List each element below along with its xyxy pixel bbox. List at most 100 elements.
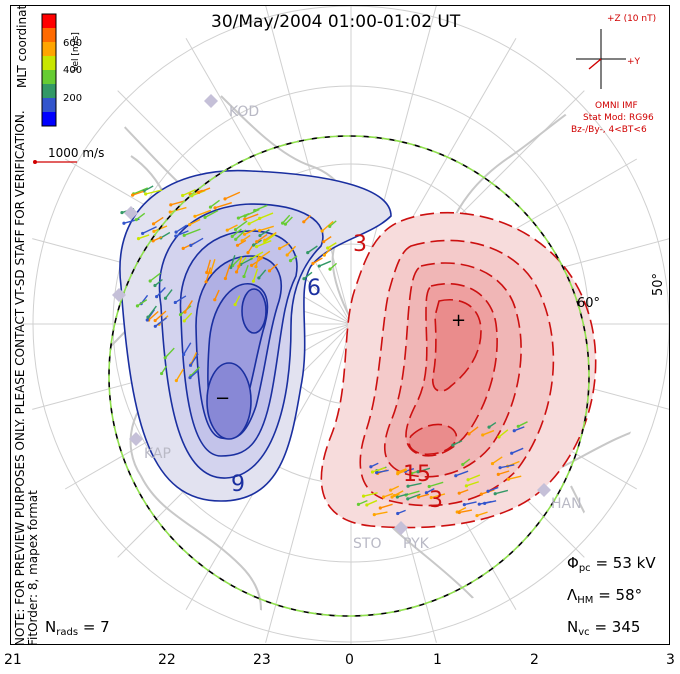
velocity-vector-origin [159,371,164,376]
velocity-vector [464,501,477,506]
velocity-vector [495,489,509,495]
velocity-vectors [120,185,528,518]
velocity-vector-origin [174,234,178,238]
imf-condition: Bz-/By-, 4<BT<6 [571,125,647,135]
velocity-vector-origin [477,502,481,506]
velocity-vector [269,263,279,272]
velocity-vector-origin [251,243,256,247]
velocity-vector-origin [365,503,369,507]
velocity-scale-label: 1000 m/s [48,146,105,160]
velocity-vector [255,255,260,267]
contour-label-neg-6: 6 [307,276,321,301]
velocity-vector [254,204,268,212]
velocity-vector [259,229,270,237]
velocity-vector [499,464,515,469]
velocity-vector [183,312,193,322]
radar-site-kap: KAP [144,446,171,462]
velocity-vector-origin [208,205,213,209]
velocity-vector [170,206,187,213]
velocity-vector-origin [322,253,326,257]
velocity-vector [286,245,297,256]
velocity-vector [459,509,473,514]
velocity-vector-origin [427,484,431,489]
velocity-vector [156,287,166,298]
velocity-vector-origin [497,435,501,439]
velocity-vector-origin [242,232,247,236]
velocity-vector [407,482,422,487]
velocity-vector-origin [389,488,393,492]
velocity-vector-origin [328,267,332,271]
color-bar-tick-600: 600 [63,38,83,49]
velocity-vector-origin [464,484,468,488]
contour-label-pos-15: 15 [403,462,431,487]
velocity-vector [240,257,253,266]
velocity-vector [248,216,264,225]
velocity-vector-origin [182,319,186,323]
velocity-vector [237,239,247,246]
velocity-vector-origin [246,251,250,255]
velocity-vector [431,493,446,499]
velocity-vector-origin [163,296,168,300]
velocity-vector-origin [243,214,247,218]
velocity-vector-origin [396,472,400,476]
velocity-vector [190,366,200,377]
velocity-vector-origin [189,243,193,247]
velocity-vector-origin [409,471,414,476]
velocity-vector [250,251,264,260]
velocity-vector-origin [153,324,157,328]
velocity-vector-origin [151,239,155,243]
velocity-vector [405,490,420,496]
stat-model: Stat Mod: RG96 [583,113,654,123]
velocity-vector-origin [283,222,288,226]
velocity-vector-origin [240,239,244,243]
color-bar-segment [42,70,56,84]
velocity-vector-origin [223,197,227,201]
velocity-vector [511,447,524,454]
velocity-vector-origin [230,234,234,239]
velocity-vector-origin [457,510,461,515]
velocity-vector-origin [306,251,310,255]
velocity-vector-origin [416,495,421,499]
hm-boundary-latitude: ΛHM = 58° [567,586,643,606]
velocity-vector [210,259,216,273]
velocity-vector-origin [370,470,375,474]
velocity-vector-origin [481,433,485,437]
velocity-vector-origin [152,229,156,233]
map-title: 30/May/2004 01:00-01:02 UT [211,12,461,32]
velocity-vector-origin [182,352,186,357]
contour-label-neg-9: 9 [231,472,245,497]
velocity-vector-origin [213,298,217,302]
velocity-vector-origin [257,276,261,280]
velocity-vector [147,305,157,318]
velocity-vector-origin [510,451,514,455]
velocity-vector-origin [209,271,213,275]
velocity-vector-origin [498,466,502,470]
color-bar-segment [42,56,56,70]
velocity-vector-origin [235,243,240,247]
velocity-vector [175,224,188,233]
velocity-vector-origin [479,492,483,496]
velocity-vector [418,493,430,498]
mlt-tick-23: 23 [253,652,271,668]
velocity-vector-origin [258,228,262,233]
velocity-vector [256,240,272,248]
velocity-vector-origin [141,231,145,236]
velocity-vector-origin [311,261,315,266]
velocity-vector [259,225,274,232]
velocity-vector-origin [406,497,410,501]
velocity-vector-origin [267,269,272,273]
velocity-vector [517,421,528,427]
velocity-vector-origin [390,495,394,499]
velocity-vector-origin [169,203,173,207]
radar-site-pyk: PYK [403,536,429,552]
velocity-vector [132,190,144,196]
velocity-vector-origin [451,443,455,447]
velocity-vector-origin [203,215,207,219]
velocity-vector [467,474,481,481]
velocity-vector-origin [454,474,458,478]
radar-site-markers [112,94,551,535]
velocity-vector-origin [429,496,433,500]
velocity-vector-origin [375,471,379,475]
velocity-vector [466,481,480,487]
velocity-vector [230,255,236,268]
